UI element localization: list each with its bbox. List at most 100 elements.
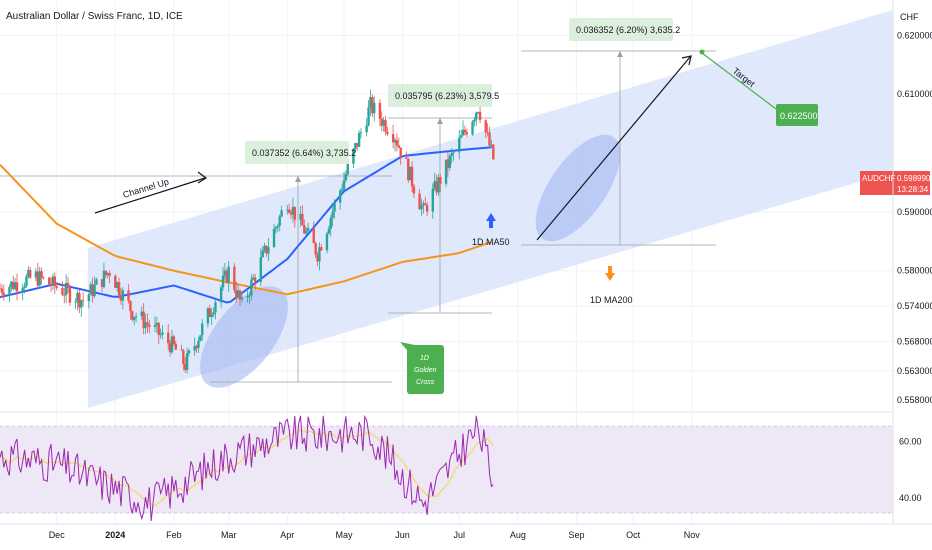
candle: [476, 111, 480, 115]
candle: [369, 89, 372, 117]
candle-body: [461, 129, 465, 136]
candle-body: [104, 270, 108, 276]
candle: [261, 246, 264, 258]
candle-body: [420, 205, 423, 210]
candle-body: [174, 343, 177, 350]
ma200-arrow-icon: [605, 266, 615, 281]
candle-body: [278, 216, 281, 226]
candle-body: [267, 247, 270, 254]
candle: [197, 337, 200, 353]
candle-body: [263, 245, 266, 251]
candle: [53, 272, 57, 295]
candle-body: [55, 286, 58, 288]
candle: [100, 279, 104, 293]
candle: [13, 277, 17, 291]
candle: [340, 183, 344, 195]
candle-body: [68, 287, 72, 303]
price-axis[interactable]: 0.620000 0.610000 0.590000 0.580000 0.574000…: [897, 30, 932, 405]
annotation-box-1-text: 0.037352 (6.64%) 3,735.2: [252, 148, 356, 158]
candle-body: [250, 279, 253, 296]
candle-body: [486, 132, 489, 134]
candle-body: [81, 300, 85, 302]
time-tick-label: Aug: [510, 530, 526, 540]
candle-body: [170, 336, 174, 353]
candle-body: [225, 270, 228, 283]
candle: [424, 196, 427, 206]
candle: [371, 94, 374, 117]
candle-body: [95, 279, 98, 285]
candle: [159, 328, 162, 339]
candle-body: [299, 213, 302, 220]
candle: [259, 248, 263, 287]
candle-body: [167, 332, 170, 344]
candle-body: [0, 288, 4, 293]
candle-body: [422, 203, 425, 206]
time-tick-label: Feb: [166, 530, 182, 540]
candle: [397, 137, 400, 149]
candle-body: [195, 346, 198, 349]
rsi-axis[interactable]: 60.00 40.00: [899, 436, 922, 503]
candle: [187, 348, 191, 357]
candle: [293, 206, 297, 228]
candle: [384, 115, 387, 136]
candle-body: [289, 212, 293, 215]
candle-body: [261, 250, 264, 258]
candle: [129, 300, 132, 320]
candle-body: [359, 132, 363, 134]
candle: [155, 316, 159, 333]
candle: [2, 284, 5, 301]
candle: [127, 284, 130, 304]
target-value-box: 0.622500: [776, 104, 818, 126]
candle: [471, 120, 474, 136]
candle-body: [314, 243, 317, 255]
candle: [102, 262, 106, 289]
candle: [21, 283, 24, 301]
candle: [36, 262, 39, 288]
candle-body: [437, 177, 440, 193]
candle-body: [291, 206, 295, 215]
time-axis[interactable]: Dec 2024 Feb Mar Apr May Jun Jul Aug Sep Oct Nov: [49, 530, 701, 540]
candle-body: [265, 245, 268, 254]
candle-body: [114, 275, 117, 288]
candle-body: [155, 322, 159, 326]
candle: [210, 307, 213, 325]
price-badge-price: 0.598990: [897, 174, 931, 183]
candle: [320, 243, 323, 252]
candle-body: [172, 336, 176, 344]
candle: [287, 203, 291, 214]
candle: [80, 299, 83, 317]
candle-body: [448, 155, 452, 168]
candle-body: [201, 323, 204, 336]
candle: [214, 300, 217, 320]
candle: [352, 147, 355, 168]
candle: [47, 276, 51, 285]
candle: [240, 291, 244, 303]
candle: [405, 151, 408, 160]
ma200-line: [0, 164, 492, 296]
candle-body: [74, 301, 77, 303]
price-tick-label: 0.620000: [897, 30, 932, 40]
chart-title: Australian Dollar / Swiss Franc, 1D, ICE: [6, 11, 183, 22]
golden-cross-line-1: 1D: [420, 355, 429, 362]
candle-body: [331, 211, 334, 218]
golden-cross-line-2: Golden: [414, 367, 437, 374]
candle: [359, 128, 363, 139]
candle-body: [478, 112, 482, 121]
candle: [206, 307, 210, 328]
pattern-ellipse-2: [535, 134, 621, 242]
candle: [236, 283, 240, 300]
candle: [365, 118, 368, 137]
drawn-arrows: [94, 55, 692, 241]
candle: [316, 252, 319, 267]
annotation-box-1: 0.037352 (6.64%) 3,735.2: [245, 141, 356, 164]
candle-body: [329, 217, 332, 229]
candle-body: [458, 137, 461, 153]
candle: [250, 274, 253, 301]
candle-body: [129, 300, 132, 312]
candle: [168, 339, 172, 357]
candle-body: [397, 145, 400, 148]
candle: [433, 172, 436, 191]
candle: [274, 225, 278, 234]
candle-body: [357, 133, 361, 147]
candle: [25, 273, 28, 288]
